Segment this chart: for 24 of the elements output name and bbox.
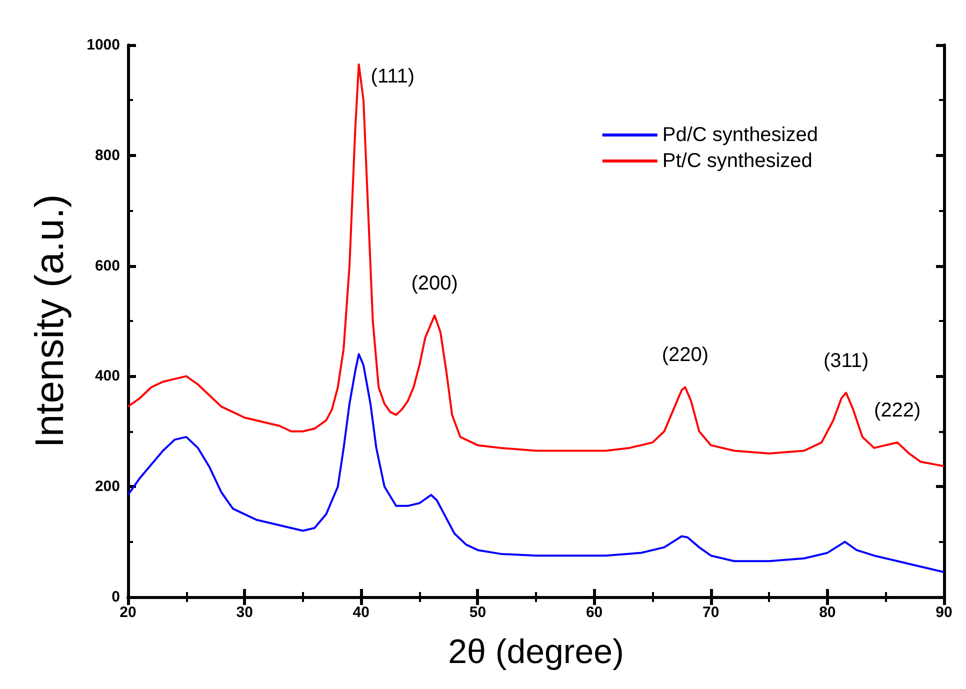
annotation: (111) [370,65,415,88]
annotation: (200) [411,272,458,294]
y-axis-title: Intensity (a.u.) [28,194,72,448]
legend-label: Pd/C synthesized [662,124,818,146]
x-tick-label: 70 [702,604,720,621]
y-tick-label: 0 [112,588,120,606]
x-tick-label: 50 [469,604,486,621]
y-tick-label: 1000 [86,36,120,54]
annotation: (220) [662,344,709,366]
x-tick-label: 40 [352,604,370,621]
x-tick-label: 80 [819,604,836,621]
annotation: (222) [874,399,921,422]
y-tick-label: 600 [94,257,120,274]
x-axis-title: 2θ (degree) [448,633,624,671]
y-tick-label: 800 [94,146,120,164]
legend-label: Pt/C synthesized [662,150,812,172]
y-tick-label: 200 [94,478,120,496]
line-series [127,63,945,468]
x-tick-label: 30 [236,604,253,621]
y-tick-label: 400 [94,368,120,385]
x-tick-label: 20 [120,604,136,621]
annotation: (311) [823,350,869,372]
x-tick-label: 90 [936,604,952,621]
x-tick-label: 60 [586,604,603,621]
